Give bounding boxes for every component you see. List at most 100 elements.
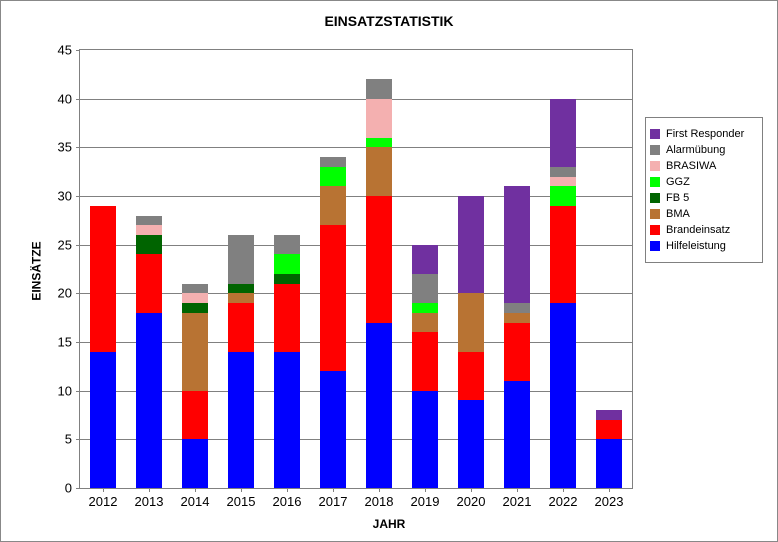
x-tick	[241, 488, 242, 492]
x-tick	[195, 488, 196, 492]
bar-segment-brandeinsatz	[228, 303, 255, 352]
bar-segment-bma	[412, 313, 439, 332]
bar-segment-alarmuebung	[366, 79, 393, 98]
bar-segment-alarmuebung	[504, 303, 531, 313]
legend-item-fb5: FB 5	[650, 192, 758, 204]
bar-segment-fb5	[136, 235, 163, 254]
bar-segment-hilfeleistung	[136, 313, 163, 488]
chart-container: EINSATZSTATISTIK EINSÄTZE JAHR 051015202…	[0, 0, 778, 542]
legend: First ResponderAlarmübungBRASIWAGGZFB 5B…	[645, 117, 763, 263]
x-tick	[425, 488, 426, 492]
bar-segment-ggz	[550, 186, 577, 205]
bar-segment-brandeinsatz	[596, 420, 623, 439]
bar-segment-brandeinsatz	[504, 323, 531, 381]
x-tick-label: 2023	[595, 494, 624, 509]
bar-segment-ggz	[274, 254, 301, 273]
x-tick-label: 2018	[365, 494, 394, 509]
bar-segment-alarmuebung	[228, 235, 255, 284]
x-tick-label: 2021	[503, 494, 532, 509]
legend-item-ggz: GGZ	[650, 176, 758, 188]
x-tick-label: 2013	[135, 494, 164, 509]
legend-swatch	[650, 177, 660, 187]
legend-label: GGZ	[666, 176, 690, 188]
legend-swatch	[650, 129, 660, 139]
bar-segment-hilfeleistung	[228, 352, 255, 488]
x-tick-label: 2017	[319, 494, 348, 509]
bar-segment-ggz	[412, 303, 439, 313]
x-tick-label: 2015	[227, 494, 256, 509]
plot-area: 0510152025303540452012201320142015201620…	[79, 49, 633, 489]
bar-stack	[412, 245, 439, 488]
legend-item-first_responder: First Responder	[650, 128, 758, 140]
x-tick-label: 2012	[89, 494, 118, 509]
bar-segment-brandeinsatz	[182, 391, 209, 440]
y-tick	[76, 50, 80, 51]
x-tick	[149, 488, 150, 492]
bar-segment-alarmuebung	[412, 274, 439, 303]
bar-segment-bma	[458, 293, 485, 351]
bar-segment-fb5	[182, 303, 209, 313]
bar-segment-brasiwa	[366, 99, 393, 138]
y-tick-label: 10	[58, 383, 72, 398]
bar-segment-brandeinsatz	[274, 284, 301, 352]
bar-segment-fb5	[228, 284, 255, 294]
legend-label: FB 5	[666, 192, 689, 204]
bar-segment-brandeinsatz	[458, 352, 485, 401]
y-tick-label: 25	[58, 237, 72, 252]
bar-segment-alarmuebung	[136, 216, 163, 226]
bar-segment-brandeinsatz	[366, 196, 393, 323]
bar-segment-brasiwa	[136, 225, 163, 235]
y-tick-label: 45	[58, 43, 72, 58]
bar-segment-alarmuebung	[274, 235, 301, 254]
bar-segment-brandeinsatz	[412, 332, 439, 390]
bar-segment-fb5	[274, 274, 301, 284]
bar-segment-brandeinsatz	[320, 225, 347, 371]
legend-label: Hilfeleistung	[666, 240, 726, 252]
bar-segment-hilfeleistung	[182, 439, 209, 488]
bar-stack	[550, 99, 577, 488]
bar-stack	[366, 79, 393, 488]
x-tick	[103, 488, 104, 492]
bar-segment-bma	[182, 313, 209, 391]
bar-segment-hilfeleistung	[320, 371, 347, 488]
y-tick-label: 35	[58, 140, 72, 155]
bar-stack	[458, 196, 485, 488]
chart-title: EINSATZSTATISTIK	[1, 13, 777, 29]
bar-segment-bma	[228, 293, 255, 303]
bar-stack	[90, 206, 117, 488]
legend-swatch	[650, 225, 660, 235]
legend-label: First Responder	[666, 128, 744, 140]
bar-segment-hilfeleistung	[458, 400, 485, 488]
bar-segment-hilfeleistung	[366, 323, 393, 488]
legend-label: BMA	[666, 208, 690, 220]
y-axis-label: EINSÄTZE	[30, 241, 44, 300]
x-tick	[287, 488, 288, 492]
bar-segment-bma	[366, 147, 393, 196]
bar-segment-first_responder	[504, 186, 531, 303]
bar-segment-bma	[504, 313, 531, 323]
bar-segment-alarmuebung	[550, 167, 577, 177]
bar-segment-brandeinsatz	[550, 206, 577, 303]
legend-swatch	[650, 241, 660, 251]
x-tick	[333, 488, 334, 492]
legend-swatch	[650, 209, 660, 219]
legend-item-alarmuebung: Alarmübung	[650, 144, 758, 156]
bar-segment-hilfeleistung	[550, 303, 577, 488]
bar-stack	[320, 157, 347, 488]
x-tick	[563, 488, 564, 492]
y-tick-label: 0	[65, 481, 72, 496]
legend-swatch	[650, 161, 660, 171]
legend-label: Alarmübung	[666, 144, 725, 156]
bar-segment-hilfeleistung	[274, 352, 301, 488]
x-tick-label: 2014	[181, 494, 210, 509]
y-tick-label: 5	[65, 432, 72, 447]
bar-segment-bma	[320, 186, 347, 225]
bar-segment-first_responder	[550, 99, 577, 167]
bar-segment-first_responder	[596, 410, 623, 420]
bar-segment-brasiwa	[182, 293, 209, 303]
x-tick-label: 2019	[411, 494, 440, 509]
y-tick	[76, 488, 80, 489]
y-tick-label: 20	[58, 286, 72, 301]
x-tick-label: 2022	[549, 494, 578, 509]
y-tick-label: 40	[58, 91, 72, 106]
